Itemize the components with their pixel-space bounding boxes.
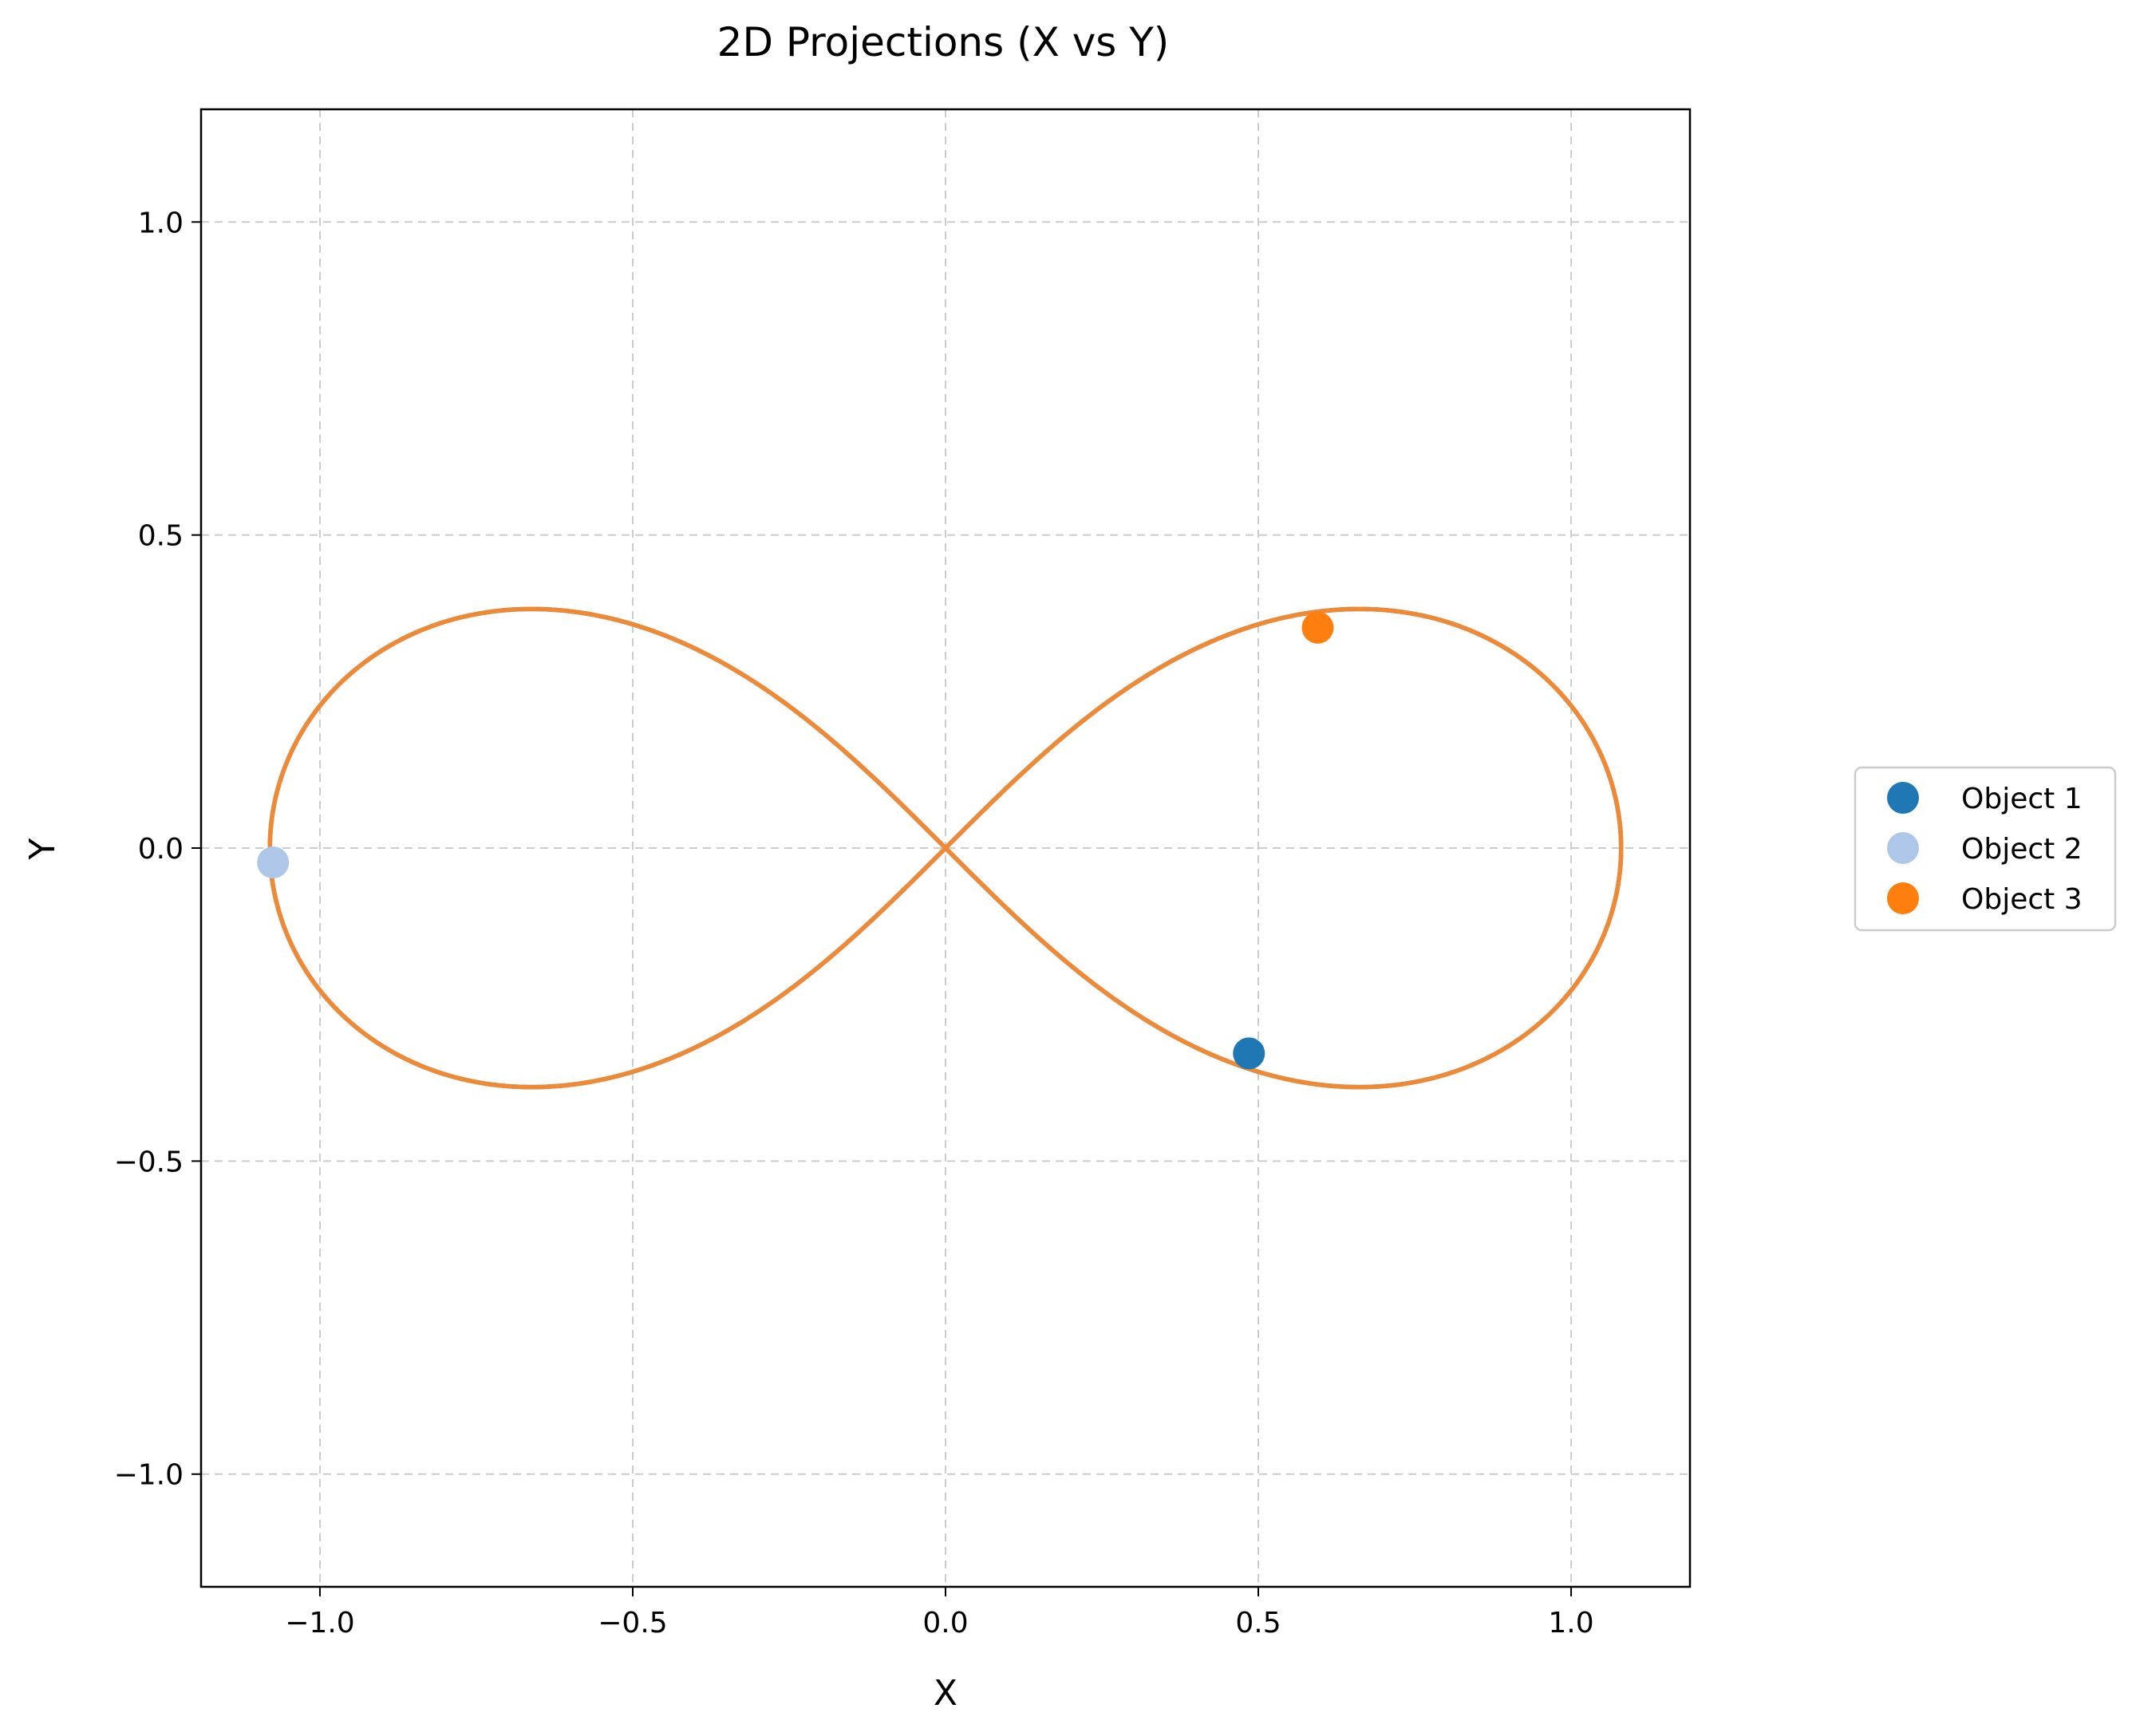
object-marker [1301, 611, 1334, 644]
x-tick-label: −1.0 [285, 1607, 354, 1639]
x-tick-label: 1.0 [1548, 1607, 1593, 1639]
legend-marker [1887, 782, 1919, 814]
object-marker [1233, 1037, 1265, 1070]
y-tick-label: 0.0 [138, 833, 184, 866]
x-tick-label: 0.0 [922, 1607, 968, 1639]
x-axis-label: X [934, 1673, 957, 1714]
y-tick-label: −0.5 [114, 1146, 184, 1178]
x-tick-label: 0.5 [1235, 1607, 1281, 1639]
legend-label: Object 2 [1961, 833, 2083, 866]
legend-items: Object 1 Object 2 Object 3 [1887, 782, 2083, 916]
legend-label: Object 1 [1961, 783, 2083, 815]
object-marker [257, 846, 290, 879]
legend-marker [1887, 832, 1919, 864]
object-markers [257, 611, 1334, 1070]
y-tick-label: 1.0 [138, 207, 184, 239]
y-tick-label: 0.5 [138, 520, 184, 553]
legend: Object 1 Object 2 Object 3 [1854, 766, 2117, 932]
legend-frame [1854, 766, 2117, 932]
legend-label: Object 3 [1961, 883, 2083, 916]
plot-area [199, 108, 1692, 1588]
chart-title: 2D Projections (X vs Y) [717, 19, 1170, 65]
y-tick-label: −1.0 [114, 1459, 184, 1492]
x-axis: −1.0 −0.5 0.0 0.5 1.0 [285, 1587, 1594, 1639]
y-axis-label: Y [22, 838, 63, 860]
legend-marker [1887, 882, 1919, 914]
grid [201, 109, 1690, 1587]
x-tick-label: −0.5 [598, 1607, 667, 1639]
y-axis: −1.0 −0.5 0.0 0.5 1.0 [114, 207, 201, 1492]
